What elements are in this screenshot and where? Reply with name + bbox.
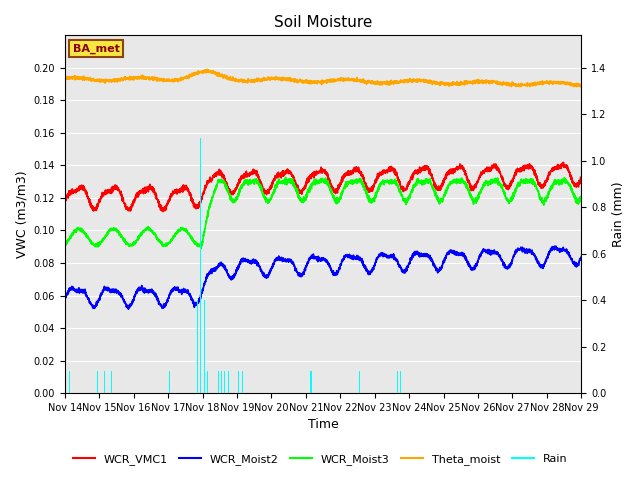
Bar xyxy=(111,371,112,393)
X-axis label: Time: Time xyxy=(308,419,339,432)
Title: Soil Moisture: Soil Moisture xyxy=(274,15,372,30)
Y-axis label: Rain (mm): Rain (mm) xyxy=(612,181,625,247)
Bar xyxy=(207,371,208,393)
Legend: WCR_VMC1, WCR_Moist2, WCR_Moist3, Theta_moist, Rain: WCR_VMC1, WCR_Moist2, WCR_Moist3, Theta_… xyxy=(68,450,572,469)
Bar xyxy=(228,371,229,393)
Bar xyxy=(204,300,205,393)
Text: BA_met: BA_met xyxy=(72,43,120,54)
Bar xyxy=(400,371,401,393)
Bar xyxy=(200,138,202,393)
Bar xyxy=(358,371,360,393)
Bar xyxy=(97,371,98,393)
Bar xyxy=(221,371,222,393)
Bar xyxy=(238,371,239,393)
Bar xyxy=(69,371,70,393)
Bar xyxy=(242,371,243,393)
Y-axis label: VWC (m3/m3): VWC (m3/m3) xyxy=(15,170,28,258)
Bar xyxy=(104,371,105,393)
Bar xyxy=(310,371,312,393)
Bar xyxy=(197,300,198,393)
